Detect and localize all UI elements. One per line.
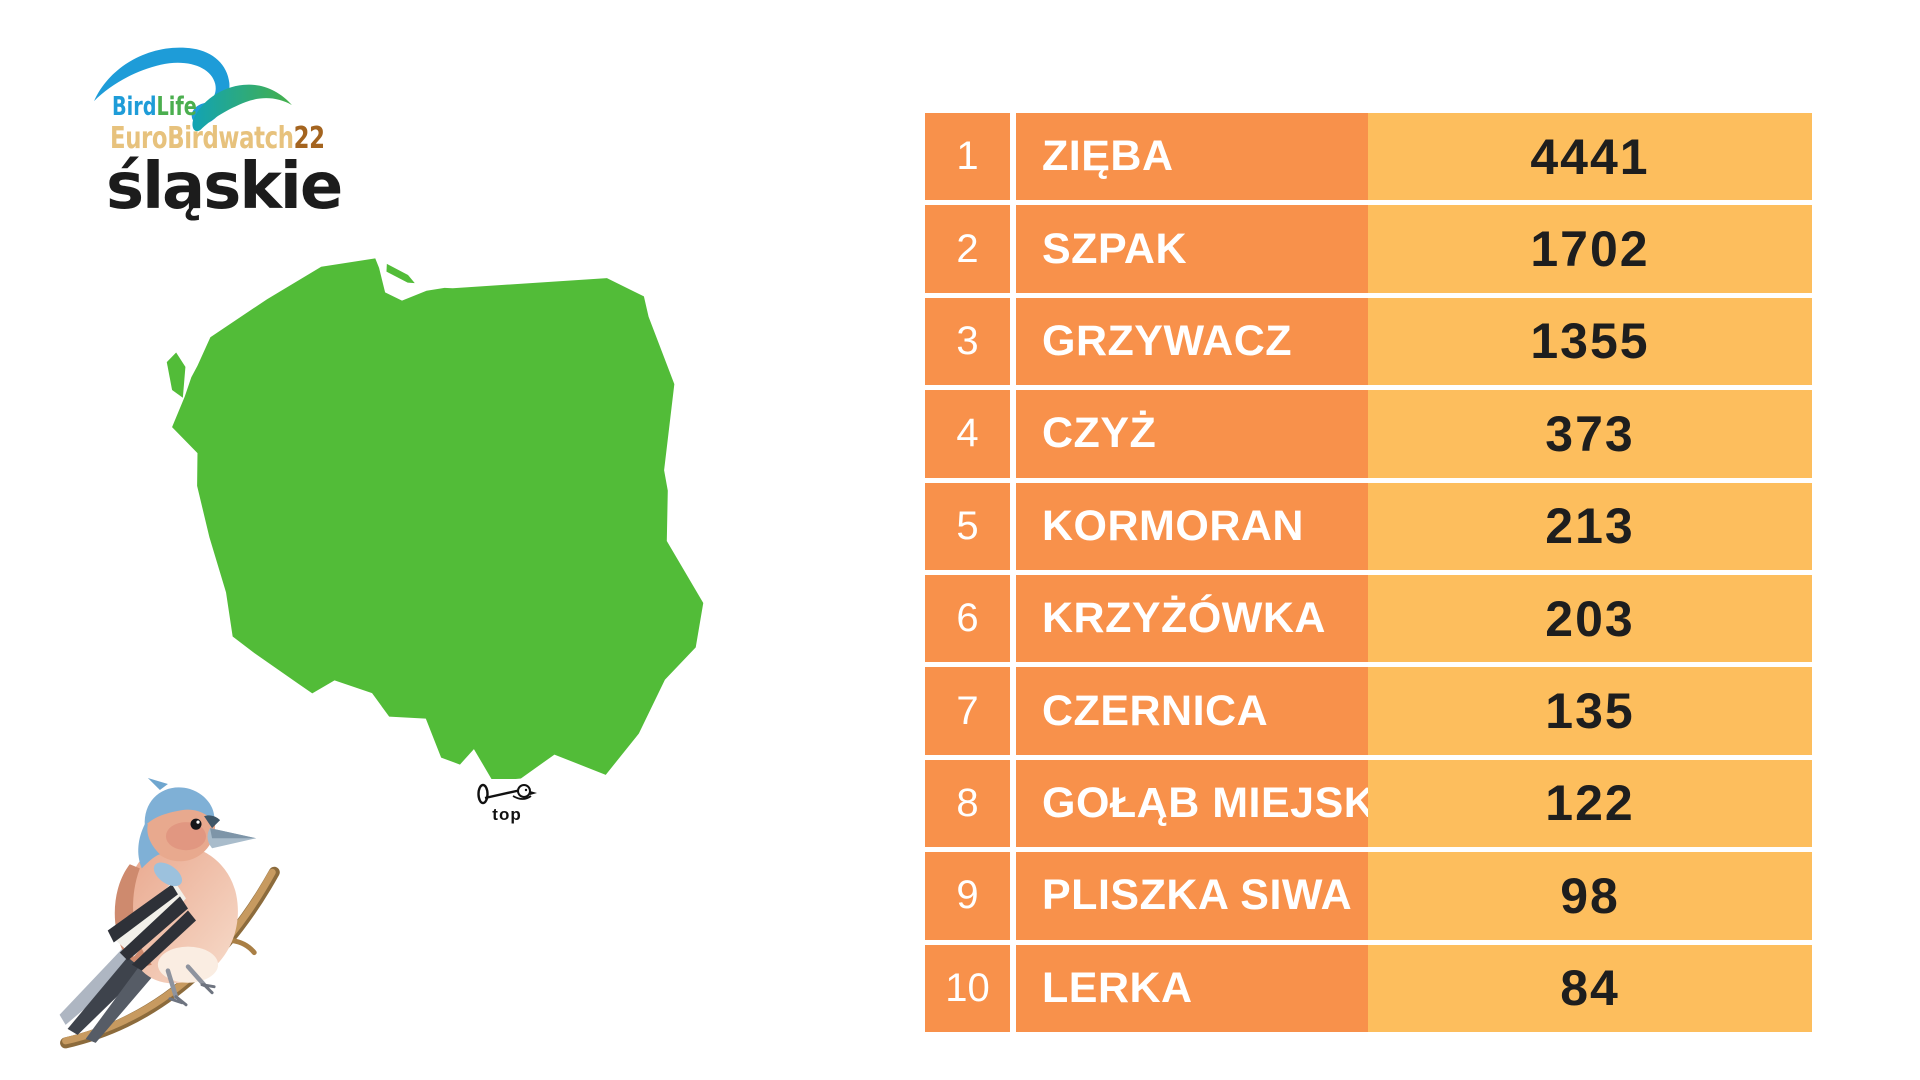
count-cell: 122 — [1368, 759, 1812, 848]
poland-mainland — [172, 258, 704, 782]
rank-cell: 9 — [925, 852, 1010, 940]
rank-cell: 6 — [925, 574, 1010, 663]
table-row: 1 ZIĘBA 4441 — [925, 113, 1812, 201]
table-row: 3 GRZYWACZ 1355 — [925, 297, 1812, 386]
count-cell: 98 — [1368, 852, 1812, 940]
count-cell: 213 — [1368, 482, 1812, 570]
rank-cell: 1 — [925, 113, 1010, 201]
top-logo-text: top — [492, 805, 521, 824]
table-row: 6 KRZYŻÓWKA 203 — [925, 574, 1812, 663]
species-cell: CZYŻ — [1016, 390, 1368, 478]
rank-cell: 3 — [925, 297, 1010, 386]
species-cell: CZERNICA — [1016, 667, 1368, 755]
species-cell: GRZYWACZ — [1016, 297, 1368, 386]
table-row: 9 PLISZKA SIWA 98 — [925, 852, 1812, 940]
species-cell: GOŁĄB MIEJSKI — [1016, 759, 1387, 848]
count-cell: 1355 — [1368, 297, 1812, 386]
count-cell: 135 — [1368, 667, 1812, 755]
rank-cell: 2 — [925, 205, 1010, 293]
rank-cell: 5 — [925, 482, 1010, 570]
count-cell: 373 — [1368, 390, 1812, 478]
table-row: 8 GOŁĄB MIEJSKI 122 — [925, 759, 1812, 848]
event-name: EuroBirdwatch — [110, 121, 294, 156]
birdlife-swoosh-icon — [94, 47, 292, 132]
table-row: 5 KORMORAN 213 — [925, 482, 1812, 570]
rank-cell: 4 — [925, 390, 1010, 478]
table-row: 4 CZYŻ 373 — [925, 390, 1812, 478]
species-cell: LERKA — [1016, 944, 1368, 1032]
table-row: 2 SZPAK 1702 — [925, 205, 1812, 293]
species-cell: ZIĘBA — [1016, 113, 1368, 201]
page-title: śląskie — [106, 150, 343, 224]
event-wordmark: EuroBirdwatch22 — [110, 121, 325, 156]
count-cell: 1702 — [1368, 205, 1812, 293]
species-cell: SZPAK — [1016, 205, 1368, 293]
table-row: 7 CZERNICA 135 — [925, 667, 1812, 755]
species-cell: PLISZKA SIWA — [1016, 852, 1368, 940]
rank-cell: 10 — [925, 944, 1010, 1032]
species-cell: KORMORAN — [1016, 482, 1368, 570]
brand-part-bird: Bird — [112, 92, 157, 122]
species-ranking-table: 1 ZIĘBA 4441 2 SZPAK 1702 3 GRZYWACZ 135… — [925, 113, 1812, 1032]
wolin-island — [166, 352, 186, 398]
chaffinch-illustration — [59, 778, 280, 1049]
event-year: 22 — [293, 121, 325, 156]
hel-peninsula — [386, 263, 415, 284]
birdlife-wordmark: BirdLife — [112, 92, 197, 122]
top-logo-badge: top — [471, 779, 541, 825]
count-cell: 84 — [1368, 944, 1812, 1032]
rank-cell: 7 — [925, 667, 1010, 755]
rank-cell: 8 — [925, 759, 1010, 848]
table-row: 10 LERKA 84 — [925, 944, 1812, 1032]
poland-map — [166, 258, 704, 782]
count-cell: 203 — [1368, 574, 1812, 663]
brand-part-life: Life — [156, 92, 197, 122]
species-cell: KRZYŻÓWKA — [1016, 574, 1368, 663]
count-cell: 4441 — [1368, 113, 1812, 201]
top-logo-bird-icon: top — [477, 783, 537, 824]
